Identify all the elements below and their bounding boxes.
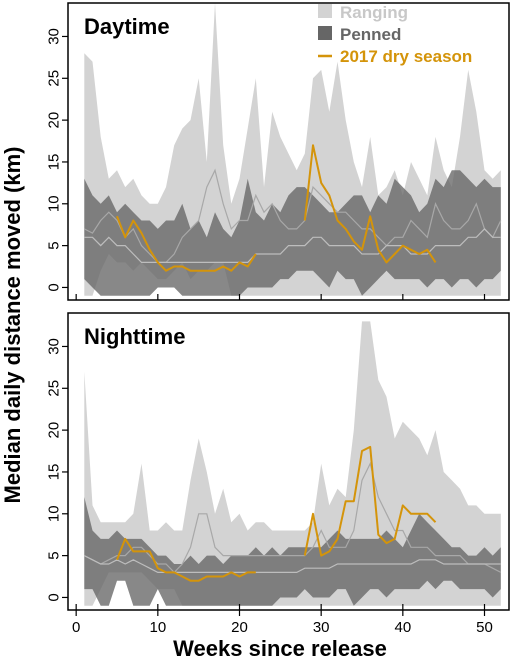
y-tick-label: 15 [46,154,63,171]
legend-label-penned: Penned [340,25,401,44]
legend-label-dry-season: 2017 dry season [340,47,472,66]
x-tick-label: 20 [231,619,248,636]
y-tick-label: 0 [46,593,63,601]
y-tick-label: 30 [46,338,63,355]
y-tick-label: 25 [46,70,63,87]
x-axis: 0 10 20 30 40 50 [72,604,493,636]
panel-daytime: Daytime Ranging Penned 2017 dry season 0… [46,2,510,301]
dry-season-line [116,445,437,582]
y-tick-label: 10 [46,195,63,212]
panel-nighttime: Nighttime 0 5 10 15 20 25 30 0 10 20 30 40 50 [46,312,510,636]
legend-swatch-penned [318,26,332,40]
y-tick-label: 5 [46,551,63,559]
y-tick-label: 5 [46,241,63,249]
x-tick-label: 10 [149,619,166,636]
x-tick-label: 30 [313,619,330,636]
plot-frame [67,312,510,611]
y-tick-label: 15 [46,464,63,481]
dry-season-line [116,144,437,272]
x-axis-title: Weeks since release [173,636,387,661]
y-tick-label: 30 [46,28,63,45]
legend-swatch-ranging [318,4,332,18]
legend: Ranging Penned 2017 dry season [318,3,472,66]
legend-label-ranging: Ranging [340,3,408,22]
y-tick-label: 20 [46,112,63,129]
x-tick-label: 40 [394,619,411,636]
panel-title-daytime: Daytime [84,14,170,39]
x-tick-label: 0 [72,619,80,636]
y-axis: 0 5 10 15 20 25 30 [46,338,68,602]
penned-band [84,170,501,296]
y-axis: 0 5 10 15 20 25 30 [46,28,486,300]
ranging-median-line [84,168,502,263]
penned-median-line [84,555,501,573]
plot-frame [67,2,510,301]
y-tick-label: 25 [46,380,63,397]
y-tick-label: 20 [46,422,63,439]
y-axis-title: Median daily distance moved (km) [0,147,25,504]
y-tick-label: 10 [46,505,63,522]
penned-median-line [84,228,501,263]
y-tick-label: 0 [46,283,63,291]
penned-area [84,170,501,296]
panel-title-nighttime: Nighttime [84,324,185,349]
x-tick-label: 50 [476,619,493,636]
